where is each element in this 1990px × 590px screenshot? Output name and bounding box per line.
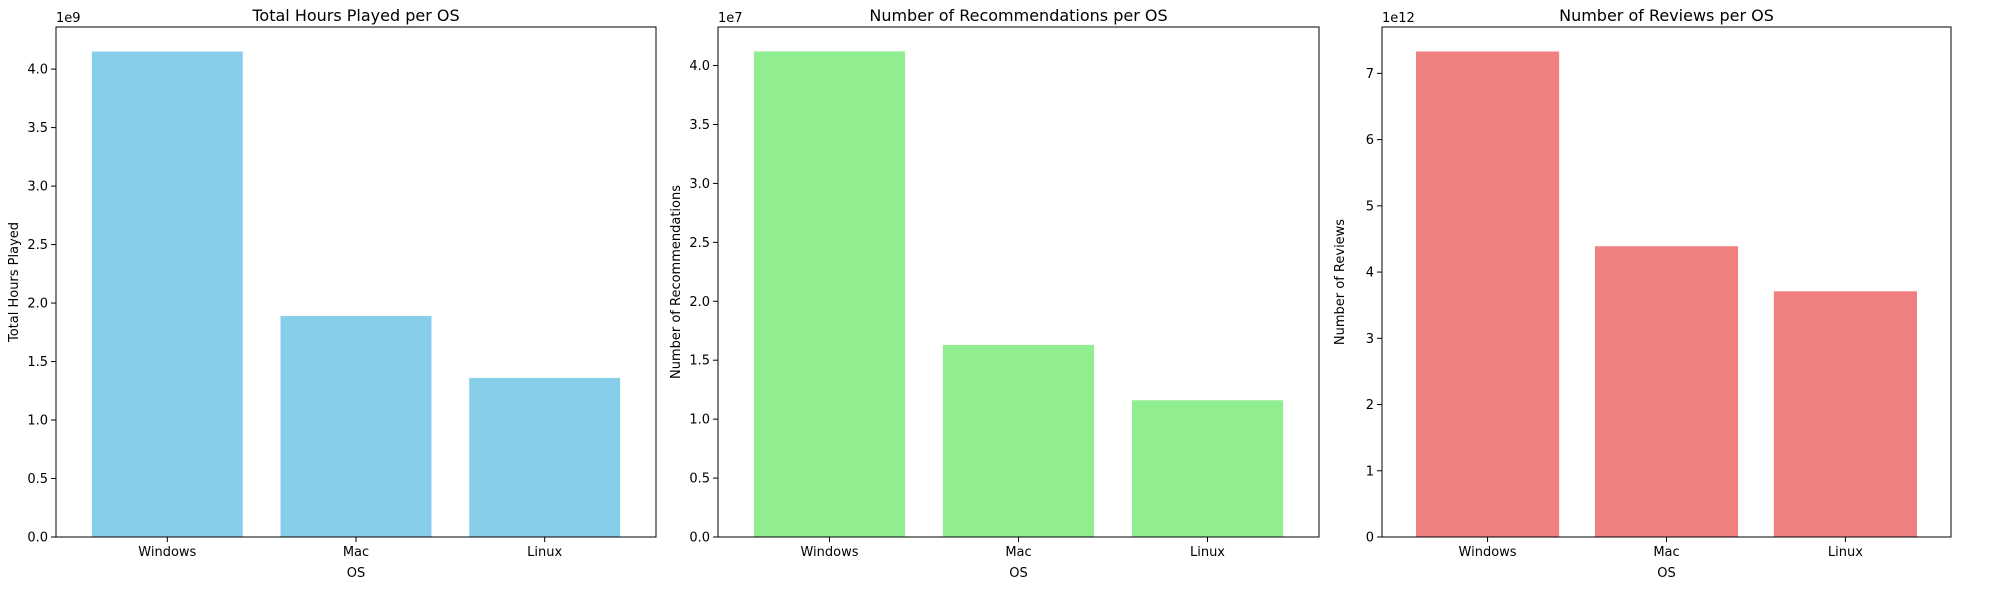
- bar-linux: [1131, 400, 1284, 537]
- axis-offset-label: 1e9: [56, 11, 81, 26]
- chart-title: Number of Reviews per OS: [1559, 6, 1774, 25]
- chart-panel-3: Windows Mac Linux 0 1 2 3 4 5 6 7 1e12 Number of Rev…: [1333, 6, 1952, 581]
- y-axis-label: Number of Recommendations: [669, 185, 684, 379]
- x-tick-label: Linux: [1828, 545, 1863, 560]
- bar-linux: [1773, 291, 1917, 537]
- bar-mac: [942, 344, 1095, 537]
- axis-offset-label: 1e12: [1382, 11, 1415, 26]
- x-tick-label: Windows: [800, 545, 858, 560]
- x-tick-label: Windows: [138, 545, 196, 560]
- y-tick-label: 6: [1366, 133, 1374, 148]
- y-tick-label: 2.5: [27, 238, 48, 253]
- axis-offset-label: 1e7: [718, 11, 743, 26]
- x-axis-label: OS: [347, 566, 365, 581]
- y-tick-label: 2.0: [27, 297, 48, 312]
- y-tick-label: 1.5: [689, 354, 710, 369]
- x-tick-label: Windows: [1459, 545, 1517, 560]
- bar-windows: [753, 51, 906, 538]
- x-tick-label: Linux: [527, 545, 562, 560]
- y-tick-label: 2.0: [689, 295, 710, 310]
- bar-windows: [1416, 51, 1560, 537]
- chart-title: Total Hours Played per OS: [251, 6, 459, 25]
- y-tick-label: 4.0: [27, 63, 48, 78]
- bar-linux: [469, 377, 621, 537]
- y-tick-label: 4: [1366, 266, 1374, 281]
- bar-mac: [280, 315, 432, 537]
- x-tick-label: Mac: [343, 545, 369, 560]
- y-tick-label: 0.0: [689, 531, 710, 546]
- y-tick-label: 3: [1366, 332, 1374, 347]
- y-tick-label: 0.0: [27, 531, 48, 546]
- y-tick-label: 2: [1366, 398, 1374, 413]
- bar-windows: [91, 51, 243, 538]
- y-tick-label: 7: [1366, 67, 1374, 82]
- y-tick-label: 1.0: [689, 413, 710, 428]
- chart-panel-2: Windows Mac Linux 0.0 0.5 1.0 1.5 2.0 2.5 3.0 3.5 4…: [669, 6, 1320, 581]
- chart-title: Number of Recommendations per OS: [869, 6, 1167, 25]
- y-tick-label: 5: [1366, 199, 1374, 214]
- y-tick-label: 0: [1366, 531, 1374, 546]
- x-tick-label: Mac: [1653, 545, 1679, 560]
- y-axis-label: Number of Reviews: [1333, 219, 1348, 345]
- chart-panel-1: Windows Mac Linux 0.0 0.5 1.0 1.5 2.0 2.5 3.0 3.5 4…: [7, 6, 657, 581]
- y-tick-label: 1: [1366, 464, 1374, 479]
- x-tick-label: Mac: [1005, 545, 1031, 560]
- y-axis-label: Total Hours Played: [7, 222, 22, 343]
- bar-mac: [1594, 246, 1739, 538]
- x-axis-label: OS: [1009, 566, 1027, 581]
- y-tick-label: 3.5: [27, 121, 48, 136]
- y-tick-label: 3.0: [27, 180, 48, 195]
- x-axis-label: OS: [1657, 566, 1675, 581]
- y-tick-label: 1.0: [27, 414, 48, 429]
- y-tick-label: 0.5: [27, 472, 48, 487]
- y-tick-label: 2.5: [689, 236, 710, 251]
- y-tick-label: 1.5: [27, 355, 48, 370]
- y-tick-label: 3.5: [689, 118, 710, 133]
- y-tick-label: 0.5: [689, 472, 710, 487]
- x-tick-label: Linux: [1190, 545, 1225, 560]
- y-tick-label: 3.0: [689, 177, 710, 192]
- y-tick-label: 4.0: [689, 59, 710, 74]
